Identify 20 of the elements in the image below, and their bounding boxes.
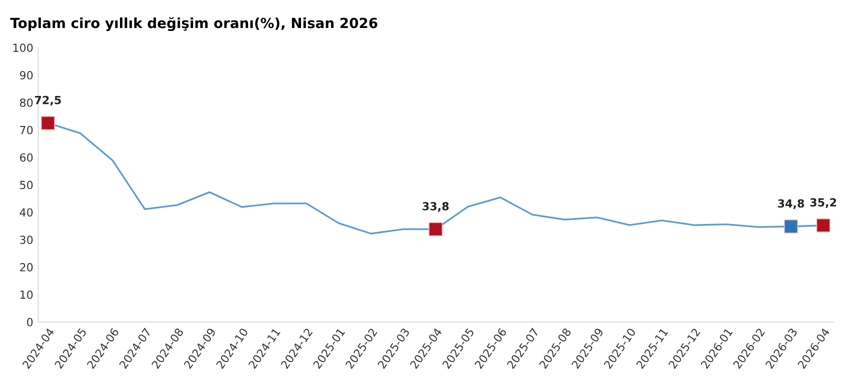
y-tick-label: 90 — [20, 71, 33, 80]
y-tick-label: 70 — [20, 126, 33, 134]
y-tick-label: 80 — [20, 98, 33, 107]
y-tick-label: 100 — [13, 44, 33, 52]
y-tick-label: 20 — [20, 263, 33, 272]
data-label: 35,2 — [810, 198, 836, 208]
chart-title: Toplam ciro yıllık değişim oranı(%), Nisan 2026 — [10, 17, 378, 32]
point — [816, 218, 830, 232]
data-label: 34,8 — [778, 199, 804, 210]
y-tick-label: 10 — [20, 290, 33, 299]
y-tick-label: 60 — [20, 153, 33, 162]
point — [428, 222, 443, 236]
data-label: 33,8 — [422, 202, 449, 212]
y-tick-label: 40 — [20, 208, 33, 217]
point — [784, 219, 798, 234]
y-tick-label: 0 — [27, 318, 33, 326]
point — [40, 116, 55, 130]
y-tick-label: 50 — [20, 180, 33, 190]
data-label: 72,5 — [34, 96, 61, 106]
y-tick-label: 30 — [20, 236, 33, 244]
